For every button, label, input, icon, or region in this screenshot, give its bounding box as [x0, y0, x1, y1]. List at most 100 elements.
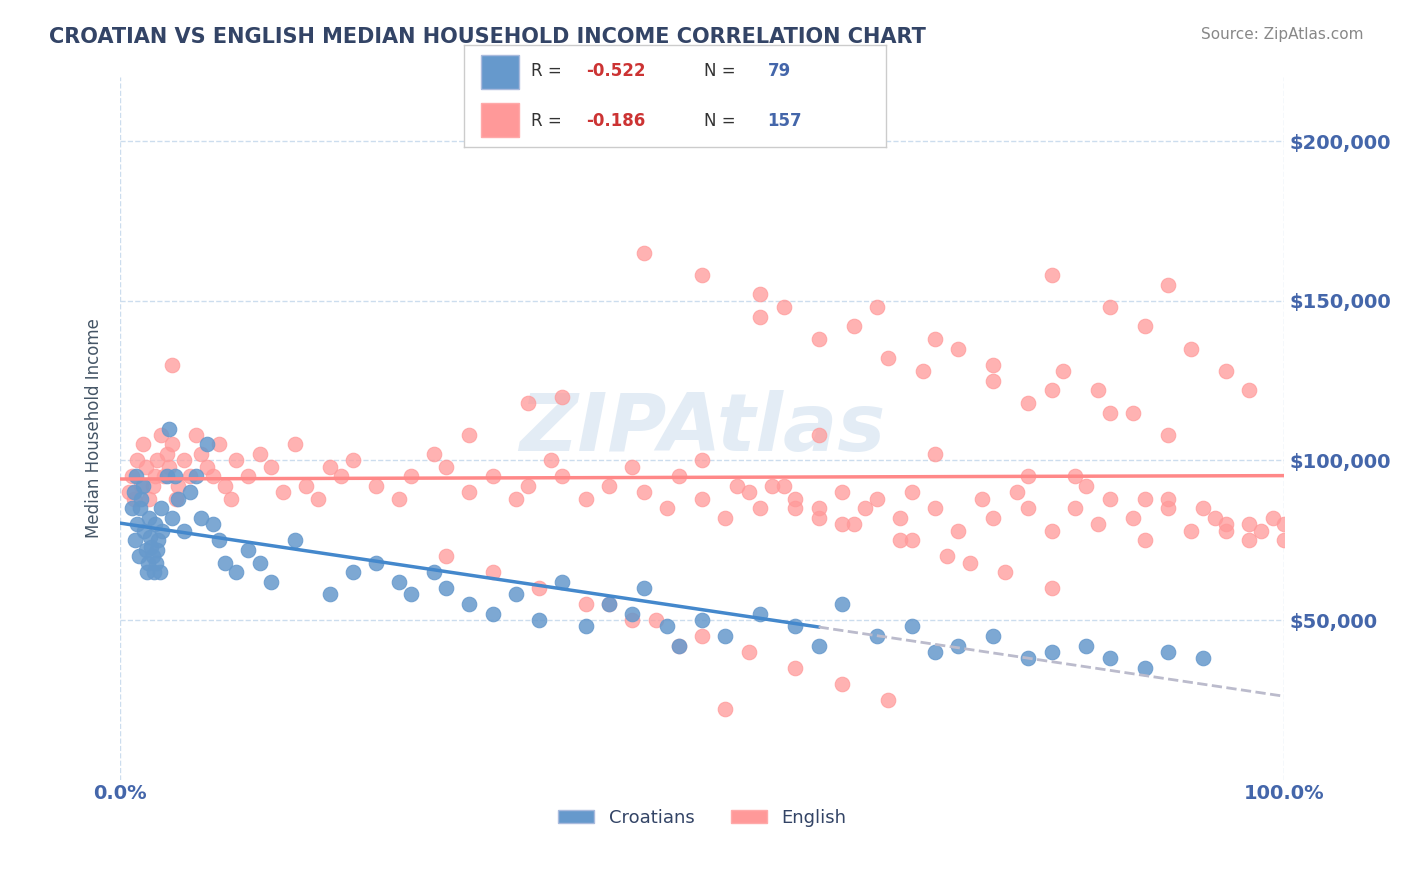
- Point: [143, 517, 166, 532]
- Point: [195, 459, 218, 474]
- Point: [690, 453, 713, 467]
- Point: [924, 332, 946, 346]
- Point: [146, 453, 169, 467]
- Point: [167, 491, 190, 506]
- Point: [1040, 524, 1063, 538]
- Point: [138, 511, 160, 525]
- Point: [924, 645, 946, 659]
- Point: [143, 469, 166, 483]
- Point: [214, 479, 236, 493]
- Point: [1063, 469, 1085, 483]
- Point: [139, 530, 162, 544]
- Point: [141, 540, 163, 554]
- Point: [1239, 533, 1261, 548]
- Point: [877, 693, 900, 707]
- Point: [714, 511, 737, 525]
- Point: [866, 300, 889, 314]
- Text: R =: R =: [531, 62, 568, 80]
- Point: [388, 491, 411, 506]
- Point: [785, 619, 807, 633]
- Text: CROATIAN VS ENGLISH MEDIAN HOUSEHOLD INCOME CORRELATION CHART: CROATIAN VS ENGLISH MEDIAN HOUSEHOLD INC…: [49, 27, 927, 46]
- Point: [761, 479, 783, 493]
- Point: [155, 469, 177, 483]
- Point: [1122, 406, 1144, 420]
- Point: [149, 428, 172, 442]
- Point: [889, 533, 911, 548]
- Point: [505, 587, 527, 601]
- Point: [135, 459, 157, 474]
- Point: [122, 491, 145, 506]
- Point: [1261, 511, 1284, 525]
- Point: [1122, 511, 1144, 525]
- Point: [135, 542, 157, 557]
- Point: [208, 437, 231, 451]
- Point: [214, 556, 236, 570]
- Point: [434, 549, 457, 564]
- Point: [981, 358, 1004, 372]
- Point: [179, 485, 201, 500]
- Point: [738, 485, 761, 500]
- Point: [714, 629, 737, 643]
- Point: [184, 469, 207, 483]
- Point: [1098, 300, 1121, 314]
- Point: [551, 574, 574, 589]
- Point: [128, 549, 150, 564]
- Point: [132, 479, 155, 493]
- Point: [135, 565, 157, 579]
- Point: [807, 639, 830, 653]
- Point: [1192, 501, 1215, 516]
- Point: [1215, 364, 1237, 378]
- Text: 79: 79: [768, 62, 792, 80]
- Point: [1180, 524, 1202, 538]
- Point: [260, 459, 283, 474]
- Point: [1215, 517, 1237, 532]
- Point: [1239, 383, 1261, 397]
- Point: [124, 533, 146, 548]
- Point: [1239, 517, 1261, 532]
- Point: [575, 491, 598, 506]
- Point: [900, 619, 922, 633]
- Point: [163, 469, 186, 483]
- Point: [575, 597, 598, 611]
- Point: [981, 374, 1004, 388]
- Point: [342, 453, 364, 467]
- Point: [1087, 383, 1109, 397]
- Point: [831, 597, 853, 611]
- Point: [481, 469, 503, 483]
- Point: [853, 501, 876, 516]
- Point: [129, 491, 152, 506]
- Point: [1192, 651, 1215, 665]
- Point: [118, 485, 141, 500]
- FancyBboxPatch shape: [481, 55, 519, 88]
- Point: [900, 533, 922, 548]
- Point: [127, 453, 149, 467]
- Point: [866, 629, 889, 643]
- Point: [621, 459, 644, 474]
- Point: [994, 565, 1017, 579]
- Point: [948, 639, 970, 653]
- Point: [399, 587, 422, 601]
- Point: [184, 428, 207, 442]
- Point: [157, 421, 180, 435]
- Point: [935, 549, 957, 564]
- Point: [633, 485, 655, 500]
- Point: [842, 517, 865, 532]
- Text: R =: R =: [531, 112, 568, 129]
- Point: [330, 469, 353, 483]
- Point: [219, 491, 242, 506]
- Point: [173, 524, 195, 538]
- Point: [1017, 501, 1039, 516]
- Point: [749, 607, 772, 621]
- Point: [690, 268, 713, 283]
- Point: [633, 246, 655, 260]
- Point: [128, 501, 150, 516]
- Point: [633, 581, 655, 595]
- Point: [434, 459, 457, 474]
- Point: [912, 364, 935, 378]
- Text: 157: 157: [768, 112, 803, 129]
- Point: [690, 613, 713, 627]
- Point: [1098, 491, 1121, 506]
- Point: [1005, 485, 1028, 500]
- Point: [749, 310, 772, 324]
- Point: [551, 469, 574, 483]
